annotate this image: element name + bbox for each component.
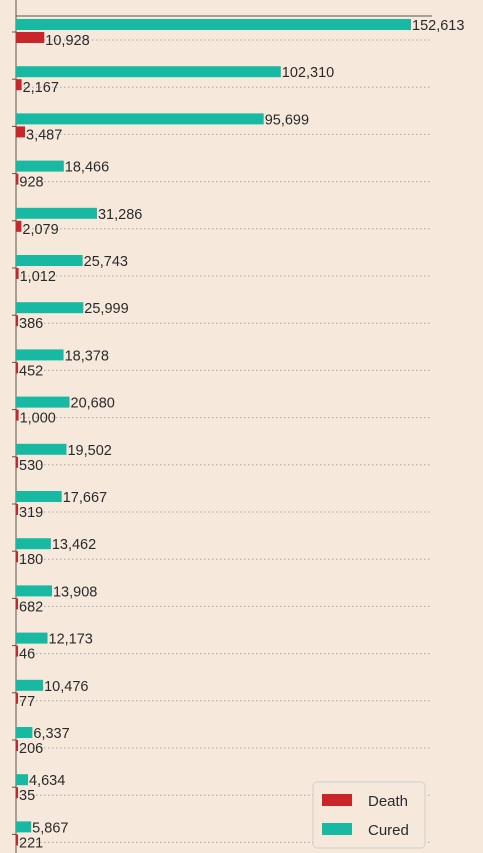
legend: Death Cured xyxy=(312,781,426,849)
data-label-cured: 18,378 xyxy=(65,348,109,364)
data-label-cured: 102,310 xyxy=(282,65,334,81)
bar-death xyxy=(16,834,18,846)
data-label-death: 1,000 xyxy=(20,411,56,427)
data-label-death: 2,167 xyxy=(23,80,59,96)
data-label-death: 1,012 xyxy=(20,269,56,285)
data-label-death: 35 xyxy=(19,788,35,804)
data-label-cured: 12,173 xyxy=(49,632,93,648)
data-label-cured: 20,680 xyxy=(71,396,115,412)
bar-death xyxy=(16,409,19,421)
bar-cured xyxy=(16,302,84,314)
bar-death xyxy=(16,551,18,563)
bar-death xyxy=(16,79,22,91)
legend-death-swatch xyxy=(322,794,352,806)
bar-cured xyxy=(16,821,32,833)
data-label-cured: 13,908 xyxy=(53,584,97,600)
data-label-cured: 6,337 xyxy=(33,726,69,742)
data-label-cured: 25,999 xyxy=(84,301,128,317)
data-label-death: 530 xyxy=(19,458,43,474)
axes xyxy=(12,0,432,853)
bar-death xyxy=(16,645,18,657)
bar-death xyxy=(16,173,19,185)
data-label-death: 319 xyxy=(19,505,43,521)
data-label-death: 221 xyxy=(19,835,43,851)
data-label-cured: 17,667 xyxy=(63,490,107,506)
bar-cured xyxy=(16,113,264,125)
data-label-death: 682 xyxy=(19,599,43,615)
gridlines xyxy=(16,39,432,843)
data-label-cured: 4,634 xyxy=(29,773,65,789)
legend-cured-swatch xyxy=(322,823,352,835)
data-label-death: 3,487 xyxy=(26,127,62,143)
legend-cured-label: Cured xyxy=(368,822,409,839)
legend-death-label: Death xyxy=(368,793,408,810)
data-label-death: 386 xyxy=(19,316,43,332)
data-label-death: 10,928 xyxy=(45,33,89,49)
bar-cured xyxy=(16,255,83,266)
bar-death xyxy=(16,456,18,468)
data-labels: 152,613 10,928 102,310 2,167 95,699 3,487 18,4… xyxy=(19,18,464,851)
data-label-death: 77 xyxy=(19,694,35,710)
data-label-cured: 25,743 xyxy=(84,254,128,270)
bar-cured xyxy=(16,160,64,172)
bar-cured xyxy=(16,19,411,30)
bar-death xyxy=(16,598,18,610)
data-label-death: 928 xyxy=(19,175,43,191)
data-label-death: 452 xyxy=(19,363,43,379)
bar-cured xyxy=(16,396,70,408)
data-label-death: 206 xyxy=(19,741,43,757)
data-label-death: 180 xyxy=(19,552,43,568)
data-label-cured: 5,867 xyxy=(32,820,68,836)
bar-cured xyxy=(16,443,67,455)
data-label-cured: 95,699 xyxy=(265,112,309,128)
bar-death xyxy=(16,362,18,374)
bar-cured xyxy=(16,491,62,502)
data-label-cured: 152,613 xyxy=(412,18,464,34)
bar-cured xyxy=(16,66,281,78)
bar-death xyxy=(16,220,22,232)
data-label-cured: 13,462 xyxy=(52,537,96,553)
bars xyxy=(16,19,411,846)
data-label-cured: 10,476 xyxy=(44,679,88,695)
bar-death xyxy=(16,315,18,327)
data-label-cured: 19,502 xyxy=(67,443,111,459)
bar-cured xyxy=(16,774,28,786)
bar-cured xyxy=(16,632,48,644)
data-label-death: 46 xyxy=(19,647,35,663)
bar-cured xyxy=(16,585,52,597)
bar-death xyxy=(16,504,18,515)
bar-cured xyxy=(16,727,33,738)
bar-death xyxy=(16,787,18,799)
bar-death xyxy=(16,740,18,751)
bar-cured xyxy=(16,207,97,219)
bar-cured xyxy=(16,349,64,361)
data-label-death: 2,079 xyxy=(22,222,58,238)
bar-cured xyxy=(16,538,51,550)
data-label-cured: 18,466 xyxy=(65,160,109,176)
bar-cured xyxy=(16,679,44,691)
data-label-cured: 31,286 xyxy=(98,207,142,223)
bar-death xyxy=(16,692,18,704)
bar-death xyxy=(16,268,19,279)
bar-death xyxy=(16,126,26,138)
bar-death xyxy=(16,32,45,43)
